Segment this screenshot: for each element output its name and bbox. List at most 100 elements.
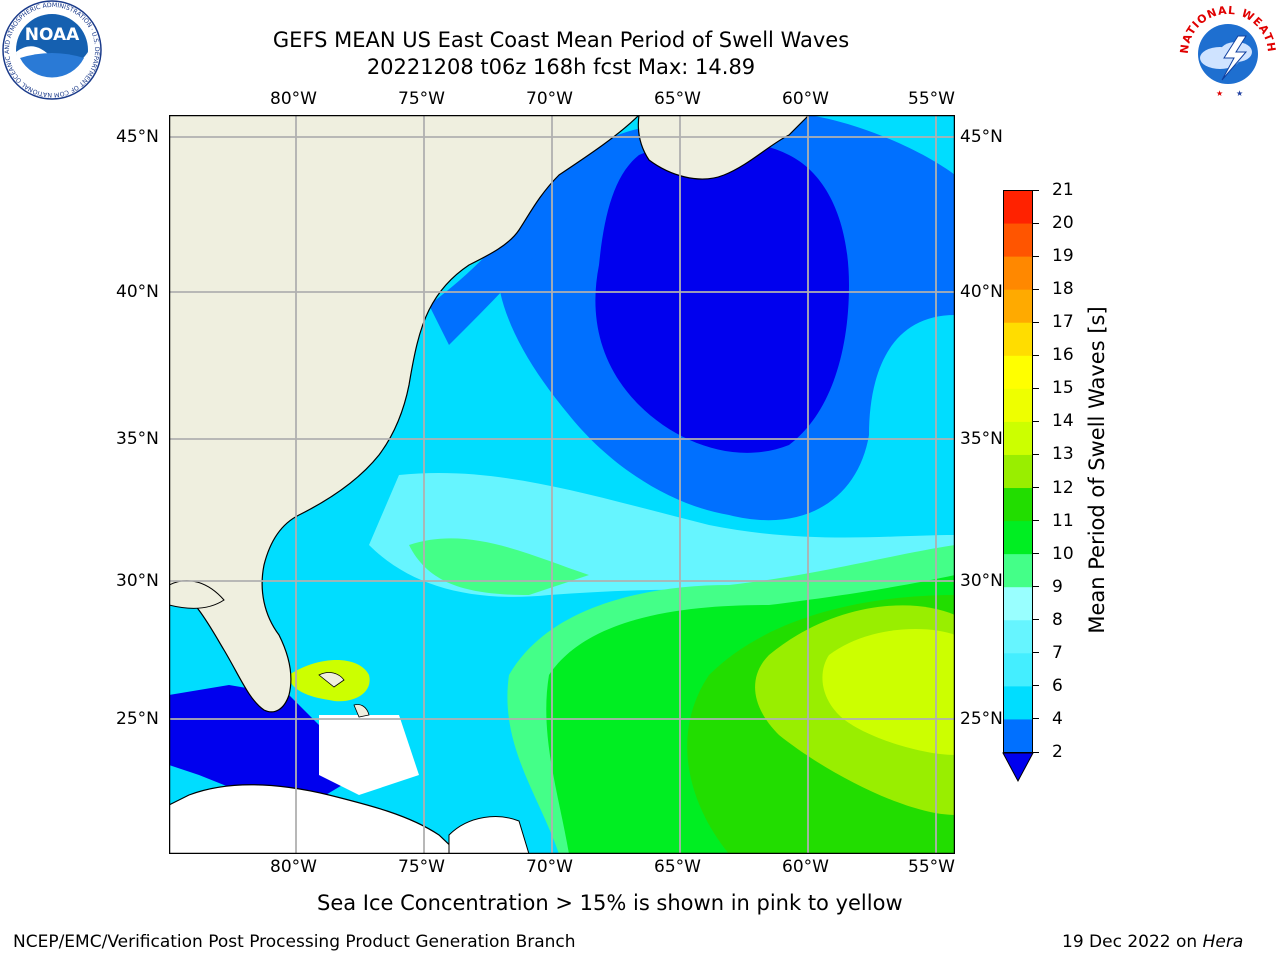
north-america-land <box>169 115 640 713</box>
map-frame <box>169 115 955 854</box>
colorbar-box <box>1003 553 1033 588</box>
colorbar-tick-label: 13 <box>1052 444 1074 465</box>
colorbar-tick-label: 20 <box>1052 213 1074 234</box>
lat-tick-left: 30°N <box>116 571 159 591</box>
colorbar-box <box>1003 454 1033 489</box>
colorbar-tick <box>1033 255 1039 257</box>
colorbar-box <box>1003 652 1033 687</box>
colorbar <box>1002 190 1034 783</box>
map-title: GEFS MEAN US East Coast Mean Period of S… <box>272 28 850 52</box>
colorbar-tick-label: 19 <box>1052 246 1074 267</box>
lon-tick-top: 55°W <box>908 89 955 109</box>
svg-text:★: ★ <box>1216 89 1223 98</box>
colorbar-tick-label: 6 <box>1052 675 1063 696</box>
lat-tick-right: 40°N <box>960 282 1003 302</box>
cuba-land <box>169 784 460 854</box>
colorbar-box <box>1003 289 1033 323</box>
lat-tick-left: 40°N <box>116 282 159 302</box>
colorbar-box <box>1003 355 1033 389</box>
lon-tick-top: 75°W <box>398 89 445 109</box>
colorbar-tick <box>1033 288 1039 290</box>
colorbar-box <box>1003 487 1033 522</box>
lat-tick-right: 25°N <box>960 709 1003 729</box>
swell-period-map <box>169 115 955 854</box>
footer-date: 19 Dec 2022 on Hera <box>1062 932 1243 952</box>
colorbar-tick <box>1033 321 1039 323</box>
nws-logo: NATIONAL WEATHER SERVICE ★ ★ <box>1176 0 1277 98</box>
lon-tick-bottom: 55°W <box>908 857 955 877</box>
lon-tick-bottom: 70°W <box>526 857 573 877</box>
colorbar-tick-label: 18 <box>1052 279 1074 300</box>
colorbar-box <box>1003 388 1033 422</box>
footer-date-text: 19 Dec 2022 on <box>1062 932 1203 952</box>
lon-tick-top: 70°W <box>526 89 573 109</box>
colorbar-tick <box>1033 387 1039 389</box>
lon-tick-bottom: 75°W <box>398 857 445 877</box>
colorbar-tick <box>1033 685 1039 687</box>
colorbar-tick-label: 16 <box>1052 345 1074 366</box>
colorbar-tick <box>1033 751 1039 753</box>
colorbar-tick-label: 11 <box>1052 510 1074 531</box>
colorbar-tick-label: 7 <box>1052 642 1063 663</box>
svg-text:★: ★ <box>1236 89 1243 98</box>
colorbar-tick <box>1033 718 1039 720</box>
colorbar-tick <box>1033 420 1039 422</box>
nova-scotia-land <box>637 115 810 180</box>
noaa-logo-text: NOAA <box>25 25 80 45</box>
colorbar-box <box>1003 190 1033 224</box>
swell-zone-13s <box>822 629 955 755</box>
colorbar-box <box>1003 586 1033 621</box>
colorbar-tick <box>1033 453 1039 455</box>
colorbar-tick-label: 2 <box>1052 742 1063 762</box>
sea-ice-caption: Sea Ice Concentration > 15% is shown in … <box>317 891 903 915</box>
colorbar-tick-label: 15 <box>1052 378 1074 399</box>
lon-tick-top: 80°W <box>270 89 317 109</box>
colorbar-label: Mean Period of Swell Waves [s] <box>1085 306 1109 634</box>
lat-tick-right: 30°N <box>960 571 1003 591</box>
bahamas-island <box>353 704 370 718</box>
colorbar-tick-label: 4 <box>1052 708 1063 729</box>
coastal-strip <box>429 205 569 345</box>
colorbar-tick <box>1033 354 1039 356</box>
footer-host: Hera <box>1202 932 1244 952</box>
bahamas-island <box>318 672 345 688</box>
colorbar-box <box>1003 520 1033 555</box>
colorbar-box <box>1003 685 1033 720</box>
colorbar-tick <box>1033 222 1039 224</box>
colorbar-tick-label: 8 <box>1052 609 1063 630</box>
colorbar-box <box>1003 718 1033 753</box>
swell-zone-under-2s <box>595 140 849 453</box>
lon-tick-bottom: 80°W <box>270 857 317 877</box>
colorbar-tick-label: 10 <box>1052 543 1074 564</box>
colorbar-tick-label: 12 <box>1052 477 1074 498</box>
colorbar-tick-label: 14 <box>1052 411 1074 432</box>
gulf-patch <box>169 685 359 805</box>
footer-branch: NCEP/EMC/Verification Post Processing Pr… <box>13 932 576 952</box>
noaa-logo: NATIONAL OCEANIC AND ATMOSPHERIC ADMINIS… <box>0 0 102 100</box>
lat-tick-left: 45°N <box>116 127 159 147</box>
colorbar-tick <box>1033 553 1039 555</box>
graticule <box>169 115 955 854</box>
colorbar-frame <box>1003 190 1033 753</box>
lon-tick-bottom: 60°W <box>782 857 829 877</box>
lat-tick-left: 25°N <box>116 709 159 729</box>
colorbar-under-arrow <box>1002 752 1034 783</box>
map-subtitle: 20221208 t06z 168h fcst Max: 14.89 <box>366 55 756 79</box>
lon-tick-top: 65°W <box>654 89 701 109</box>
colorbar-tick <box>1033 586 1039 588</box>
lat-tick-right: 35°N <box>960 429 1003 449</box>
lat-tick-left: 35°N <box>116 429 159 449</box>
colorbar-tick-label: 17 <box>1052 312 1074 333</box>
colorbar-tick-label: 21 <box>1052 180 1074 200</box>
colorbar-box <box>1003 619 1033 654</box>
lon-tick-top: 60°W <box>782 89 829 109</box>
colorbar-tick-label: 9 <box>1052 576 1063 597</box>
colorbar-tick <box>1033 520 1039 522</box>
colorbar-tick <box>1033 487 1039 489</box>
colorbar-box <box>1003 322 1033 356</box>
colorbar-tick <box>1033 619 1039 621</box>
hispaniola-land <box>448 816 530 854</box>
colorbar-box <box>1003 256 1033 290</box>
colorbar-tick <box>1033 652 1039 654</box>
lon-tick-bottom: 65°W <box>654 857 701 877</box>
